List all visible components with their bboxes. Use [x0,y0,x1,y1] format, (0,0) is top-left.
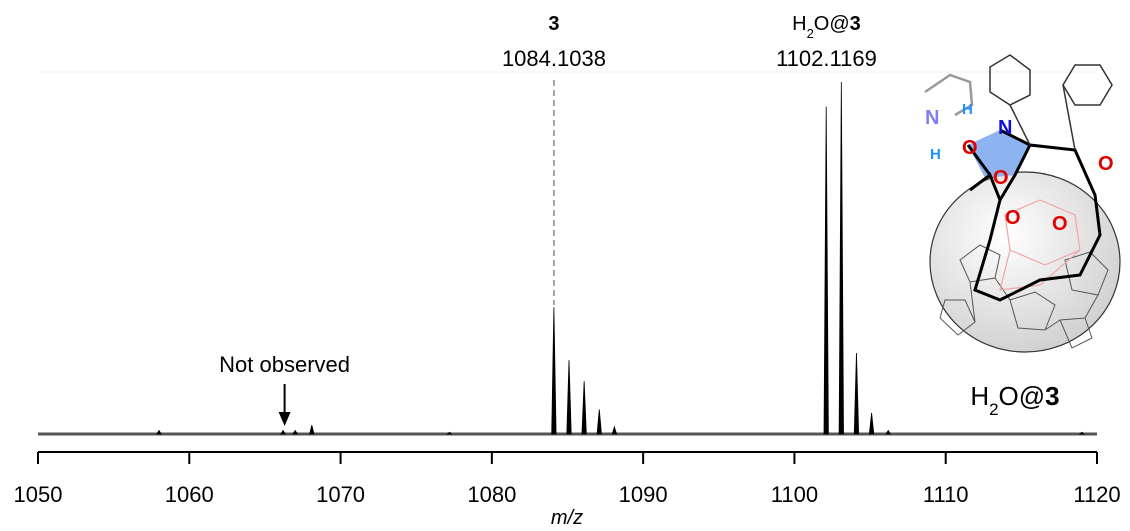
atom-label: O [1098,153,1114,175]
annotation-value: 1084.1038 [502,46,606,71]
atom-label: N [998,117,1012,139]
x-tick-label: 1100 [771,482,818,507]
x-tick-label: 1090 [619,482,668,507]
annotation-value: 1102.1169 [776,46,877,71]
x-tick-label: 1110 [923,482,969,507]
annotation-label: H2O@3 [970,381,1059,419]
peak [292,429,299,435]
atom-label: O [1005,207,1021,229]
annotation-label: 3 [548,13,559,35]
label-part: O@ [999,381,1046,411]
atom-label: O [962,137,978,159]
label-part: 2 [807,26,814,41]
arrow-note: Not observed [219,352,350,377]
peak [156,429,162,435]
atom-label: O [1052,213,1068,235]
x-tick-label: 1050 [14,482,63,507]
label-part: O@ [814,13,850,35]
structure: N H N O H O O O O [924,54,1121,353]
label-part: H [970,381,989,411]
label-part: 3 [1045,381,1059,411]
label-part: 3 [850,13,861,35]
atom-label: N [925,107,939,129]
peak [280,429,287,435]
peak [823,106,829,435]
annotation-label: H2O@3 [792,13,861,41]
arrow-head [278,412,291,426]
peak [885,429,892,435]
peak [309,425,315,435]
peak [551,307,557,435]
peak [1078,431,1086,435]
atom-label: H [962,101,973,118]
peak [596,409,602,435]
peak [853,353,860,435]
peak [868,412,875,435]
atom-label: H [930,146,941,163]
x-tick-label: 1120 [1073,482,1120,507]
x-tick-label: 1060 [165,482,214,507]
atom-label: O [993,167,1009,189]
peak [581,381,587,435]
label-part: 2 [989,400,998,419]
peak [611,425,618,435]
label-part: H [792,13,806,35]
peak [446,431,453,435]
label-part: 3 [548,13,559,35]
peak [838,81,844,435]
x-tick-label: 1070 [316,482,365,507]
peak [566,360,572,435]
x-axis-label: m/z [551,507,583,529]
x-tick-label: 1080 [467,482,516,507]
